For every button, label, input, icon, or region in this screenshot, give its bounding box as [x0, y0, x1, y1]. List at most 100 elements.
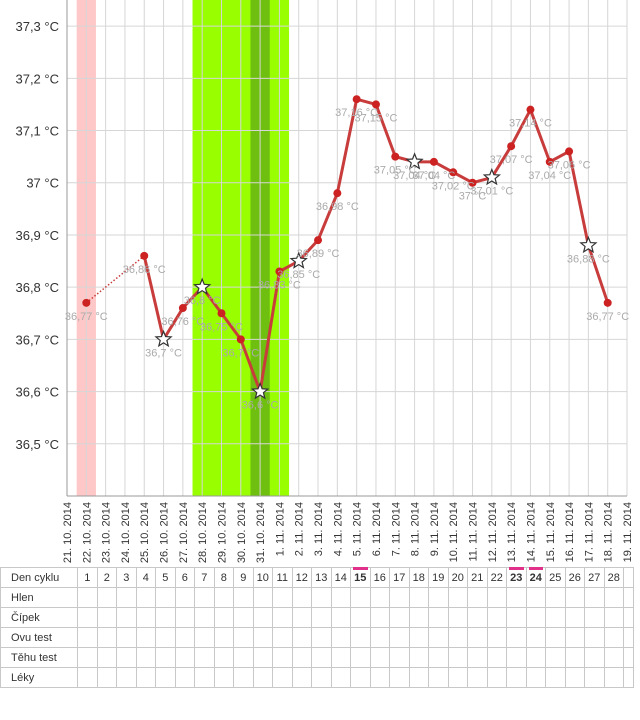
table-cell[interactable] — [291, 587, 312, 608]
table-cell[interactable] — [311, 627, 332, 648]
table-cell[interactable] — [486, 587, 507, 608]
table-cell[interactable] — [467, 607, 488, 628]
table-cell[interactable] — [77, 647, 98, 668]
table-cell[interactable] — [213, 667, 234, 688]
table-cell[interactable] — [467, 647, 488, 668]
table-cell[interactable] — [252, 607, 273, 628]
table-cell[interactable] — [369, 667, 390, 688]
table-cell[interactable] — [447, 627, 468, 648]
table-cell[interactable] — [545, 587, 566, 608]
table-cell[interactable] — [486, 607, 507, 628]
table-cell[interactable] — [389, 627, 410, 648]
table-cell[interactable] — [116, 667, 137, 688]
table-cell[interactable] — [116, 587, 137, 608]
table-cell[interactable] — [506, 647, 527, 668]
table-cell[interactable] — [155, 667, 176, 688]
table-cell[interactable] — [408, 587, 429, 608]
table-cell[interactable] — [408, 667, 429, 688]
table-cell[interactable] — [584, 627, 605, 648]
table-cell[interactable] — [233, 607, 254, 628]
table-cell[interactable] — [194, 627, 215, 648]
table-cell[interactable] — [506, 607, 527, 628]
table-cell[interactable] — [389, 647, 410, 668]
table-cell[interactable] — [428, 587, 449, 608]
table-cell[interactable] — [233, 587, 254, 608]
table-cell[interactable] — [584, 647, 605, 668]
table-cell[interactable] — [428, 647, 449, 668]
table-cell[interactable] — [584, 667, 605, 688]
table-cell[interactable] — [564, 647, 585, 668]
table-cell[interactable] — [213, 647, 234, 668]
table-cell[interactable] — [272, 607, 293, 628]
table-cell[interactable] — [291, 607, 312, 628]
table-cell[interactable] — [389, 587, 410, 608]
table-cell[interactable] — [369, 587, 390, 608]
table-cell[interactable] — [603, 647, 624, 668]
table-cell[interactable] — [194, 587, 215, 608]
table-cell[interactable] — [545, 667, 566, 688]
table-cell[interactable] — [272, 647, 293, 668]
table-cell[interactable] — [116, 607, 137, 628]
table-cell[interactable] — [174, 667, 195, 688]
table-cell[interactable] — [525, 627, 546, 648]
table-cell[interactable] — [486, 627, 507, 648]
table-cell[interactable] — [447, 607, 468, 628]
table-cell[interactable] — [272, 667, 293, 688]
table-cell[interactable] — [467, 627, 488, 648]
table-cell[interactable] — [369, 627, 390, 648]
table-cell[interactable] — [467, 667, 488, 688]
table-cell[interactable] — [252, 627, 273, 648]
table-cell[interactable] — [447, 647, 468, 668]
table-cell[interactable] — [272, 587, 293, 608]
table-cell[interactable] — [96, 667, 117, 688]
table-cell[interactable] — [428, 627, 449, 648]
table-cell[interactable] — [428, 667, 449, 688]
table-cell[interactable] — [545, 647, 566, 668]
table-cell[interactable] — [135, 587, 156, 608]
table-cell[interactable] — [135, 647, 156, 668]
table-cell[interactable] — [174, 647, 195, 668]
table-cell[interactable] — [330, 587, 351, 608]
table-cell[interactable] — [155, 607, 176, 628]
table-cell[interactable] — [603, 587, 624, 608]
table-cell[interactable] — [291, 627, 312, 648]
table-cell[interactable] — [155, 627, 176, 648]
table-cell[interactable] — [291, 647, 312, 668]
table-cell[interactable] — [194, 647, 215, 668]
table-cell[interactable] — [467, 587, 488, 608]
table-cell[interactable] — [213, 607, 234, 628]
table-cell[interactable] — [311, 647, 332, 668]
table-cell[interactable] — [252, 667, 273, 688]
table-cell[interactable] — [233, 667, 254, 688]
table-cell[interactable] — [252, 647, 273, 668]
table-cell[interactable] — [525, 587, 546, 608]
table-cell[interactable] — [330, 647, 351, 668]
table-cell[interactable] — [96, 627, 117, 648]
table-cell[interactable] — [350, 587, 371, 608]
table-cell[interactable] — [311, 607, 332, 628]
table-cell[interactable] — [96, 647, 117, 668]
table-cell[interactable] — [272, 627, 293, 648]
table-cell[interactable] — [311, 587, 332, 608]
table-cell[interactable] — [155, 647, 176, 668]
table-cell[interactable] — [77, 587, 98, 608]
table-cell[interactable] — [194, 607, 215, 628]
table-cell[interactable] — [506, 667, 527, 688]
table-cell[interactable] — [135, 667, 156, 688]
table-cell[interactable] — [369, 647, 390, 668]
table-cell[interactable] — [603, 667, 624, 688]
table-cell[interactable] — [77, 607, 98, 628]
table-cell[interactable] — [350, 627, 371, 648]
table-cell[interactable] — [291, 667, 312, 688]
table-cell[interactable] — [564, 667, 585, 688]
table-cell[interactable] — [389, 667, 410, 688]
table-cell[interactable] — [564, 587, 585, 608]
table-cell[interactable] — [350, 647, 371, 668]
table-cell[interactable] — [135, 627, 156, 648]
table-cell[interactable] — [506, 627, 527, 648]
table-cell[interactable] — [408, 607, 429, 628]
table-cell[interactable] — [135, 607, 156, 628]
table-cell[interactable] — [603, 607, 624, 628]
table-cell[interactable] — [408, 647, 429, 668]
table-cell[interactable] — [96, 607, 117, 628]
